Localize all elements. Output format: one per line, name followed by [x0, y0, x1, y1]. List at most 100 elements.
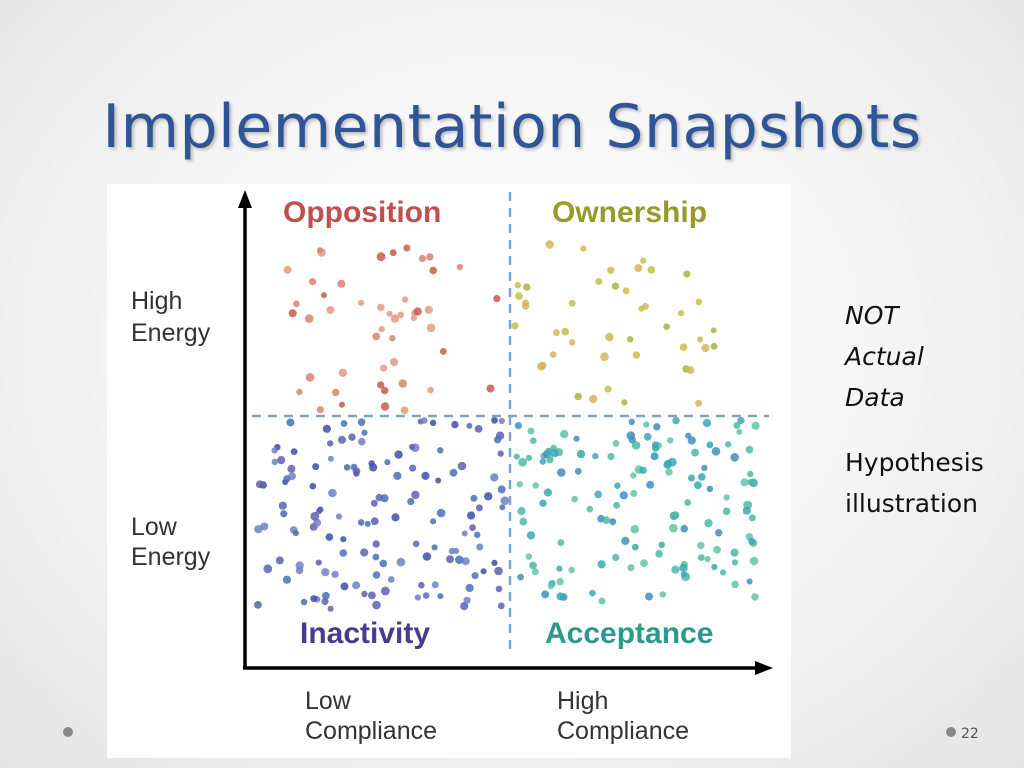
scatter-dot	[701, 343, 710, 353]
scatter-dot	[595, 278, 603, 285]
scatter-dot	[467, 511, 476, 520]
scatter-dot	[414, 594, 421, 601]
scatter-dot	[337, 279, 346, 288]
scatter-dot	[435, 477, 442, 484]
scatter-dot	[589, 394, 598, 404]
scatter-dot	[343, 464, 351, 471]
scatter-dot	[576, 449, 586, 459]
scatter-dot	[550, 449, 559, 458]
scatter-dot	[541, 590, 550, 599]
scatter-dot	[376, 252, 386, 262]
scatter-dot	[597, 560, 606, 569]
scatter-dot	[515, 292, 523, 300]
scatter-dot	[495, 585, 503, 593]
scatter-dot	[600, 352, 609, 361]
scatter-dot	[394, 450, 403, 459]
scatter-dot	[613, 501, 621, 509]
scatter-dot	[547, 582, 555, 590]
scatter-dot	[680, 571, 688, 578]
scatter-dot	[604, 385, 612, 393]
scatter-dot	[397, 311, 404, 318]
scatter-dot	[429, 419, 437, 426]
page-number: 22	[961, 726, 979, 742]
scatter-dot	[747, 470, 754, 478]
scatter-dot	[368, 591, 376, 600]
scatter-dot	[557, 539, 565, 546]
scatter-dot	[513, 453, 520, 460]
scatter-dot	[647, 266, 656, 274]
scatter-dot	[431, 544, 438, 551]
scatter-dot	[639, 466, 647, 474]
scatter-dot	[611, 282, 619, 290]
scatter-dot	[364, 520, 371, 527]
scatter-dot	[697, 541, 705, 550]
scatter-dot	[679, 563, 688, 572]
scatter-dot	[568, 299, 576, 307]
scatter-dot	[422, 592, 430, 599]
scatter-dot	[328, 488, 337, 498]
scatter-dot	[523, 283, 531, 291]
scatter-dot	[378, 326, 385, 333]
scatter-dot	[398, 379, 407, 388]
note-line-actual: Actual	[845, 342, 924, 371]
scatter-dot	[340, 420, 348, 427]
scatter-dot	[514, 422, 522, 430]
scatter-dot	[737, 416, 745, 425]
scatter-dot	[310, 511, 320, 521]
scatter-dot	[713, 545, 721, 554]
scatter-dot	[518, 457, 527, 467]
scatter-dot	[653, 423, 661, 431]
scatter-dot	[475, 504, 483, 512]
scatter-dot	[630, 489, 638, 497]
scatter-dot	[621, 536, 630, 545]
scatter-dot	[586, 505, 594, 513]
scatter-dot	[321, 597, 329, 606]
scatter-dot	[748, 514, 756, 522]
scatter-dot	[560, 430, 569, 439]
scatter-dot	[418, 581, 425, 589]
scatter-dot	[493, 436, 502, 444]
scatter-dot	[602, 516, 611, 524]
scatter-dot	[327, 605, 334, 612]
scatter-dot	[525, 454, 533, 462]
scatter-dot	[326, 306, 335, 315]
x-label-low-line1: Low	[305, 687, 352, 715]
scatter-dot	[679, 343, 688, 351]
scatter-dot	[293, 300, 300, 308]
scatter-dot	[439, 348, 447, 355]
scatter-dot	[680, 524, 688, 533]
scatter-dot	[683, 270, 691, 278]
scatter-dot	[461, 530, 468, 537]
scatter-dot	[695, 399, 703, 407]
scatter-dot	[556, 565, 563, 572]
scatter-dot	[751, 421, 760, 430]
scatter-dot	[309, 482, 317, 490]
scatter-dot	[389, 335, 396, 342]
scatter-dot	[704, 519, 713, 528]
scatter-dot	[340, 536, 347, 543]
scatter-dot	[370, 499, 378, 507]
scatter-dot	[632, 351, 641, 359]
scatter-dot	[422, 552, 432, 561]
scatter-dot	[339, 401, 345, 408]
scatter-dot	[731, 580, 739, 589]
scatter-dot	[361, 590, 368, 598]
scatter-dot	[621, 399, 628, 406]
scatter-dot	[553, 329, 560, 337]
scatter-dot	[452, 547, 460, 554]
scatter-dot	[331, 570, 339, 578]
scatter-dot	[426, 323, 436, 333]
scatter-dot	[386, 310, 393, 317]
scatter-dot	[549, 351, 557, 358]
scatter-dot	[461, 557, 470, 566]
scatter-dot	[271, 458, 278, 466]
scatter-dot	[711, 447, 721, 456]
scatter-dot	[619, 491, 628, 500]
scatter-dot	[368, 460, 376, 467]
scatter-dot	[278, 501, 287, 510]
scatter-dot	[437, 593, 444, 600]
scatter-dot	[612, 440, 620, 447]
scatter-dot	[286, 418, 295, 427]
scatter-dot	[580, 245, 587, 252]
scatter-dot	[446, 555, 454, 564]
